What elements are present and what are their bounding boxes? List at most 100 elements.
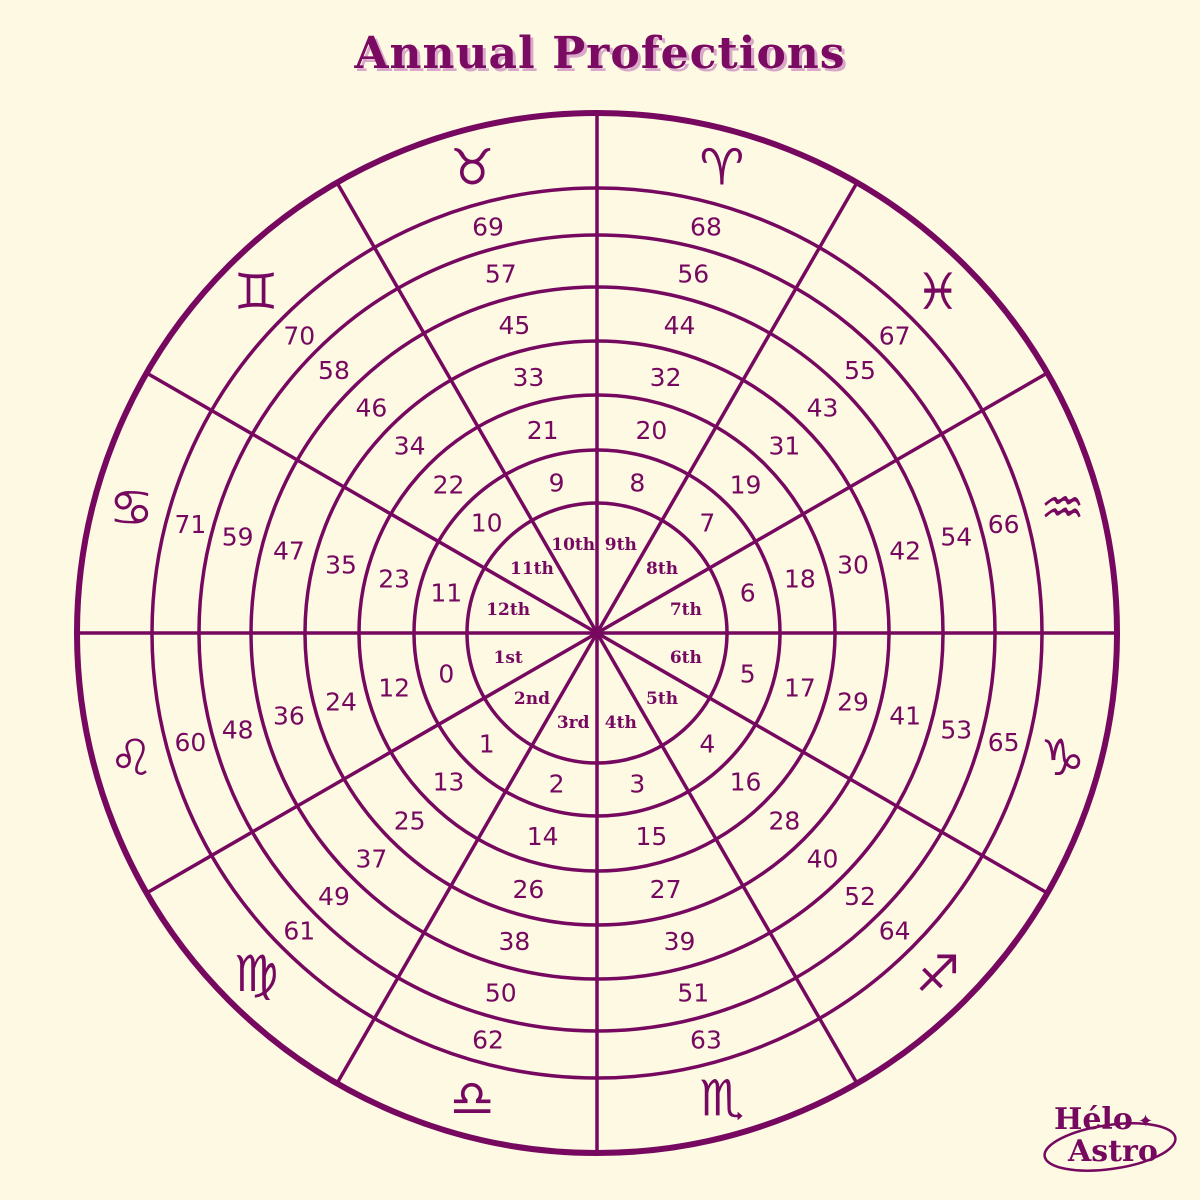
- age-label: 45: [499, 311, 531, 340]
- age-label: 28: [768, 806, 800, 835]
- scorpio-icon: ♏: [699, 1070, 744, 1128]
- age-label: 60: [174, 728, 206, 757]
- age-label: 66: [988, 510, 1020, 539]
- age-label: 48: [222, 715, 254, 744]
- house-label-5: 5th: [646, 689, 678, 709]
- age-label: 17: [784, 673, 816, 702]
- age-label: 0: [438, 659, 454, 688]
- age-label: 71: [174, 510, 206, 539]
- logo-line2: Astro: [1067, 1134, 1158, 1169]
- age-label: 38: [499, 927, 531, 956]
- age-label: 55: [844, 356, 876, 385]
- age-label: 51: [677, 978, 709, 1007]
- age-label: 25: [394, 806, 426, 835]
- age-label: 23: [378, 565, 410, 594]
- leo-icon: ♌: [109, 729, 154, 787]
- age-label: 43: [807, 393, 839, 422]
- capricorn-icon: ♑: [1040, 729, 1085, 787]
- age-label: 12: [378, 673, 410, 702]
- age-label: 19: [730, 471, 762, 500]
- age-label: 5: [740, 659, 756, 688]
- sparkle-icon: ✦: [1138, 1111, 1153, 1132]
- age-label: 44: [664, 311, 696, 340]
- sagittarius-icon: ♐: [915, 945, 960, 1003]
- house-label-11: 11th: [510, 559, 554, 579]
- age-label: 42: [889, 536, 921, 565]
- age-label: 18: [784, 565, 816, 594]
- spoke: [145, 631, 598, 895]
- age-label: 22: [433, 471, 465, 500]
- taurus-icon: ♉: [450, 138, 495, 196]
- house-label-8: 8th: [646, 559, 678, 579]
- virgo-icon: ♍: [234, 945, 279, 1003]
- age-label: 65: [988, 728, 1020, 757]
- age-label: 16: [730, 767, 762, 796]
- house-label-6: 6th: [670, 648, 702, 668]
- age-label: 40: [807, 845, 839, 874]
- age-label: 6: [740, 579, 756, 608]
- age-label: 10: [471, 509, 503, 538]
- age-label: 26: [513, 875, 545, 904]
- helo-astro-logo: Hélo Astro ✦: [1043, 1102, 1177, 1172]
- pisces-icon: ♓: [915, 263, 960, 321]
- age-label: 37: [356, 845, 388, 874]
- age-label: 30: [837, 550, 869, 579]
- house-label-4: 4th: [605, 713, 637, 733]
- age-label: 35: [325, 550, 357, 579]
- age-label: 11: [430, 579, 462, 608]
- age-label: 54: [940, 523, 972, 552]
- age-label: 63: [690, 1026, 722, 1055]
- age-label: 62: [472, 1026, 504, 1055]
- age-label: 57: [485, 260, 517, 289]
- age-label: 58: [318, 356, 350, 385]
- age-label: 20: [635, 416, 667, 445]
- age-label: 47: [273, 536, 305, 565]
- house-label-3: 3rd: [557, 713, 590, 733]
- house-label-1: 1st: [494, 648, 523, 668]
- age-label: 56: [677, 260, 709, 289]
- age-label: 34: [394, 432, 426, 461]
- age-label: 50: [485, 978, 517, 1007]
- cancer-icon: ♋: [109, 479, 154, 537]
- age-label: 39: [664, 927, 696, 956]
- age-label: 70: [283, 321, 315, 350]
- age-label: 15: [635, 822, 667, 851]
- spoke: [595, 181, 859, 634]
- age-label: 14: [527, 822, 559, 851]
- age-label: 33: [513, 363, 545, 392]
- aquarius-icon: ♒: [1040, 479, 1085, 537]
- spoke: [596, 371, 1049, 635]
- page-title: Annual Profections: [354, 28, 846, 79]
- age-label: 64: [879, 917, 911, 946]
- spoke: [335, 181, 599, 634]
- libra-icon: ♎: [450, 1070, 495, 1128]
- age-label: 69: [472, 212, 504, 241]
- gemini-icon: ♊: [234, 263, 279, 321]
- age-label: 36: [273, 702, 305, 731]
- age-label: 52: [844, 882, 876, 911]
- age-label: 31: [768, 432, 800, 461]
- age-label: 53: [940, 715, 972, 744]
- age-label: 46: [356, 393, 388, 422]
- house-label-7: 7th: [670, 600, 702, 620]
- aries-icon: ♈: [699, 138, 744, 196]
- house-label-2: 2nd: [514, 689, 550, 709]
- spoke: [145, 371, 598, 635]
- age-label: 59: [222, 523, 254, 552]
- age-label: 21: [527, 416, 559, 445]
- age-label: 29: [837, 688, 869, 717]
- age-label: 3: [629, 770, 645, 799]
- age-label: 61: [283, 917, 315, 946]
- house-label-12: 12th: [486, 600, 530, 620]
- age-label: 9: [549, 468, 565, 497]
- age-label: 8: [629, 468, 645, 497]
- spoke: [335, 632, 599, 1085]
- age-label: 68: [690, 212, 722, 241]
- house-label-9: 9th: [605, 535, 637, 555]
- age-label: 27: [650, 875, 682, 904]
- spoke: [596, 631, 1049, 895]
- age-label: 4: [699, 729, 715, 758]
- age-label: 67: [879, 321, 911, 350]
- house-label-10: 10th: [551, 535, 595, 555]
